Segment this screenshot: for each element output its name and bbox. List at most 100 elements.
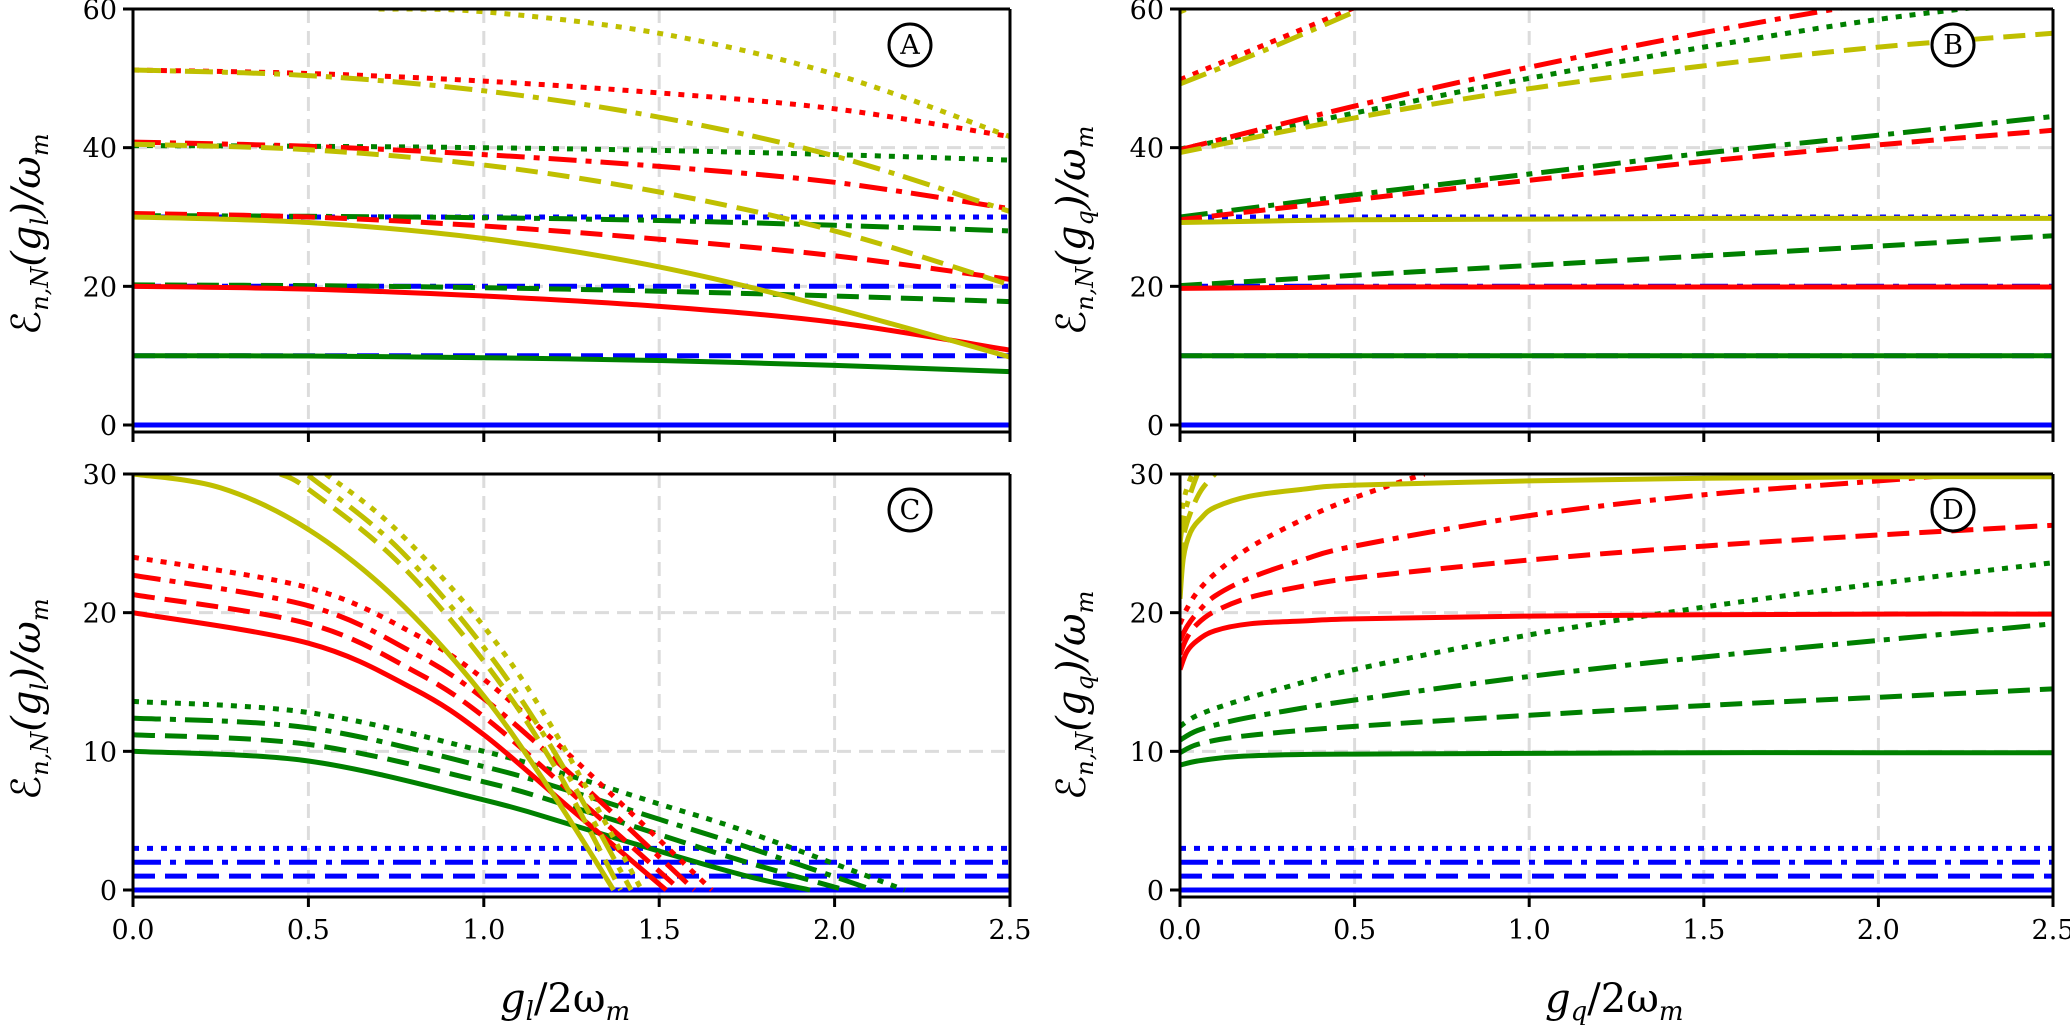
series-line-green-dashed [1180,233,2053,289]
series-line-green-solid [1180,750,2053,768]
axes: 0.0 0.5 1.0 1.5 2.0 2.5 0 10 20 30 C [83,460,1032,946]
y-tick-label: 20 [1130,599,1164,630]
x-tick-label: 0.5 [287,915,330,946]
y-tick-label: 10 [1130,737,1164,768]
series-line-green-dashed [133,732,846,893]
series-line-green-solid [133,748,811,893]
series-group [133,474,1010,893]
panel-label: B [1943,30,1963,61]
series-line-red-dotted [1180,9,1356,83]
panel-label: C [900,495,921,526]
series-line-red-dashdot [1180,474,1998,642]
series-line-green-dashed [133,282,1010,305]
panel-d: 0.0 0.5 1.0 1.5 2.0 2.5 0 10 20 30 D [1130,460,2070,946]
y-tick-label: 20 [1130,272,1164,303]
series-line-yellow-dashed [279,474,623,892]
series-line-yellow-dashdot [306,474,634,892]
series-line-yellow-solid [133,474,616,892]
series-line-green-solid [133,353,1010,375]
y-tick-label: 60 [83,0,117,26]
series-line-red-dotted [1180,474,1426,625]
y-tick-label: 0 [1147,411,1164,442]
axes: 0 20 40 60 A [83,0,1012,442]
y-tick-label: 30 [83,460,117,491]
series-line-red-solid [1180,284,2053,291]
series-group [133,9,1010,428]
panel-label-circle [1930,22,1976,68]
y-tick-label: 40 [83,134,117,165]
x-tick-label: 1.0 [462,915,505,946]
series-line-red-dashed [1180,127,2053,223]
series-line-green-dotted [133,698,906,893]
series-line-red-dashdot [1180,9,1852,153]
axes: 0 20 40 60 B [1130,0,2055,442]
y-tick-label: 0 [100,876,117,907]
series-line-yellow-dashed [1180,30,2053,155]
series-group [1180,9,2053,428]
y-axis-title-c: ℰn,N(gl)/ωm [4,598,54,800]
panel-label: A [899,30,920,61]
series-line-green-dotted [133,143,1010,163]
series-line-green-dashed [1180,686,2053,755]
series-line-yellow-dotted [1180,474,1195,523]
series-line-green-dashdot [1180,114,2053,220]
series-line-green-dashdot [133,715,875,893]
series-group [1180,474,2053,893]
series-line-yellow-solid [1180,215,2053,225]
series-line-yellow-dotted [324,474,644,892]
series-line-yellow-dashdot [133,67,1010,214]
series-line-red-dashdot [133,572,697,892]
series-line-green-dotted [1180,560,2053,729]
x-tick-label: 1.5 [638,915,681,946]
series-line-green-dotted [1180,9,1984,152]
series-line-red-dotted [133,67,1010,140]
x-tick-label: 2.0 [1857,915,1900,946]
x-tick-label: 2.0 [813,915,856,946]
series-line-red-dashed [1180,522,2053,656]
grid [1180,474,2053,897]
y-tick-label: 0 [100,411,117,442]
series-line-yellow-solid [1180,474,2053,600]
series-line-yellow-dotted [378,9,1010,139]
x-axis-title-right: gq/2ωm [1545,976,1683,1025]
panel-label-circle [887,487,933,533]
x-tick-label: 1.0 [1508,915,1551,946]
y-tick-label: 10 [83,737,117,768]
x-tick-label: 0.5 [1333,915,1376,946]
panel-b: 0 20 40 60 B [1130,0,2055,442]
x-tick-label: 0.0 [1159,915,1202,946]
series-line-green-dashdot [1180,621,2053,743]
panel-label: D [1942,495,1964,526]
panel-c: 0.0 0.5 1.0 1.5 2.0 2.5 0 10 20 30 C [83,460,1032,946]
x-tick-label: 2.5 [2032,915,2070,946]
panels: 0 20 40 60 A 0 20 40 60 B 0.0 0.5 1.0 1.5 2.0 2.5 0 10 20 3… [83,0,2070,946]
grid [133,474,1010,897]
y-tick-label: 40 [1130,134,1164,165]
x-tick-label: 1.5 [1682,915,1725,946]
series-line-red-dashdot [133,139,1010,212]
series-line-green-dashdot [133,213,1010,234]
y-tick-label: 20 [83,599,117,630]
panel-a: 0 20 40 60 A [83,0,1012,442]
series-line-red-solid [133,283,1010,353]
panel-label-circle [887,22,933,68]
y-axis-title-b: ℰn,N(gq)/ωm [1049,126,1099,335]
x-tick-label: 0.0 [112,915,155,946]
y-axis-title-a: ℰn,N(gl)/ωm [4,133,54,335]
series-line-red-dashed [133,592,682,892]
series-line-yellow-dashed [1180,474,1217,565]
series-line-red-dashed [133,211,1010,282]
y-tick-label: 60 [1130,0,1164,26]
y-tick-label: 30 [1130,460,1164,491]
series-line-yellow-dashdot [1180,9,1356,87]
y-axis-title-d: ℰn,N(gq)/ωm [1049,591,1099,800]
series-line-red-solid [1180,611,2053,671]
x-axis-title-left: gl/2ωm [500,976,630,1025]
panel-label-circle [1930,487,1976,533]
y-tick-label: 20 [83,272,117,303]
y-tick-label: 0 [1147,876,1164,907]
series-line-yellow-solid [133,214,1010,360]
x-tick-label: 2.5 [989,915,1032,946]
axes: 0.0 0.5 1.0 1.5 2.0 2.5 0 10 20 30 D [1130,460,2070,946]
